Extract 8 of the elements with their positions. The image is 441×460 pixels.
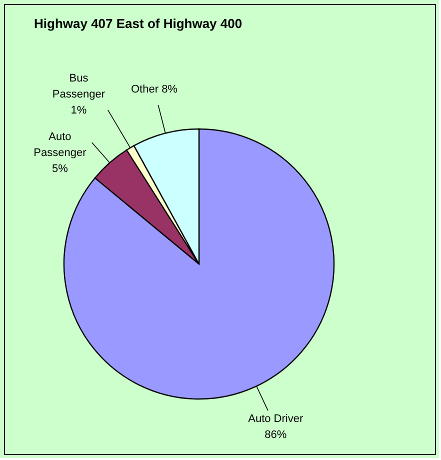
data-label: 1% [70, 104, 87, 116]
slice-label: Bus Passenger [52, 72, 106, 100]
data-label: 86% [264, 428, 287, 441]
slice-label: Auto Passenger [34, 130, 87, 159]
slice-label: Other 8% [131, 84, 178, 96]
slice-label: Auto Driver [248, 412, 304, 425]
chart-title: Highway 407 East of Highway 400 [34, 16, 242, 31]
data-label: 5% [52, 162, 68, 175]
